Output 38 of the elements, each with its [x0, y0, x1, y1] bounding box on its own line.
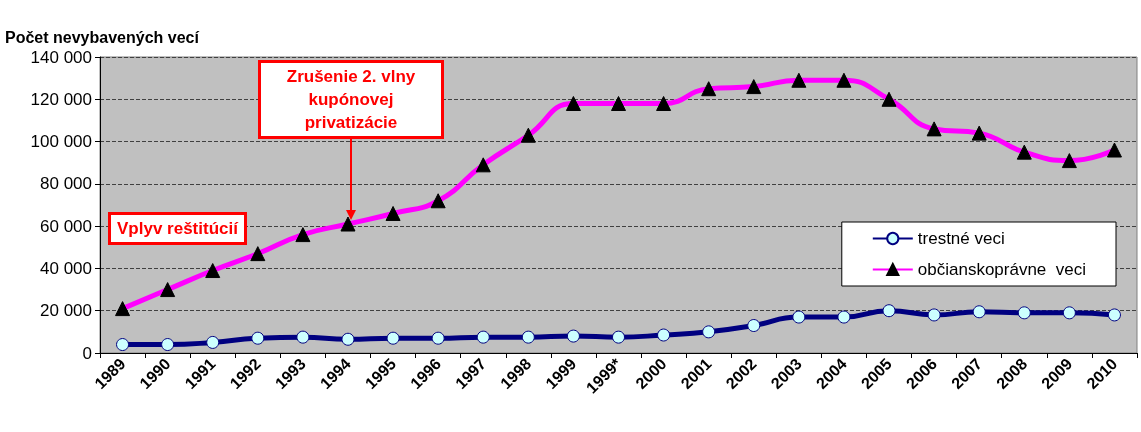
- y-tick-label: 20 000: [40, 301, 92, 321]
- point: [521, 330, 535, 344]
- legend-label: občianskoprávne veci: [917, 260, 1087, 279]
- point: [792, 310, 806, 324]
- point: [747, 319, 761, 333]
- point: [972, 305, 986, 319]
- point: [612, 330, 625, 344]
- y-tick-label: 80 000: [40, 174, 92, 194]
- callout-box: Zrušenie 2. vlny kupónovej privatizácie: [258, 60, 444, 139]
- y-tick-label: 100 000: [30, 132, 92, 152]
- y-tick-label: 0: [82, 343, 92, 363]
- annotation: Zrušenie 2. vlny kupónovej privatizácie: [286, 67, 416, 132]
- y-tick-label: 120 000: [30, 89, 92, 109]
- point: [476, 330, 490, 344]
- point: [161, 338, 175, 352]
- point: [116, 338, 130, 352]
- point: [702, 325, 716, 339]
- callout-box: Vplyv reštitúcií: [108, 212, 247, 245]
- point: [251, 331, 265, 345]
- y-tick-label: 140 000: [30, 47, 92, 67]
- point: [882, 304, 896, 318]
- point: [1107, 308, 1121, 322]
- point: [431, 331, 445, 345]
- annotation: Vplyv reštitúcií: [117, 219, 238, 238]
- point: [1062, 306, 1076, 320]
- point: [657, 328, 671, 342]
- point: [386, 331, 400, 345]
- point: [296, 330, 310, 344]
- point: [837, 310, 851, 324]
- point: [1017, 306, 1031, 320]
- y-axis-title: Počet nevybavených vecí: [5, 28, 200, 46]
- point: [341, 332, 355, 346]
- y-tick-label: 60 000: [40, 216, 92, 236]
- point: [206, 335, 220, 349]
- y-tick-label: 40 000: [40, 258, 92, 278]
- point: [927, 308, 941, 322]
- point: [566, 329, 580, 343]
- legend-label: trestné veci: [917, 229, 1005, 248]
